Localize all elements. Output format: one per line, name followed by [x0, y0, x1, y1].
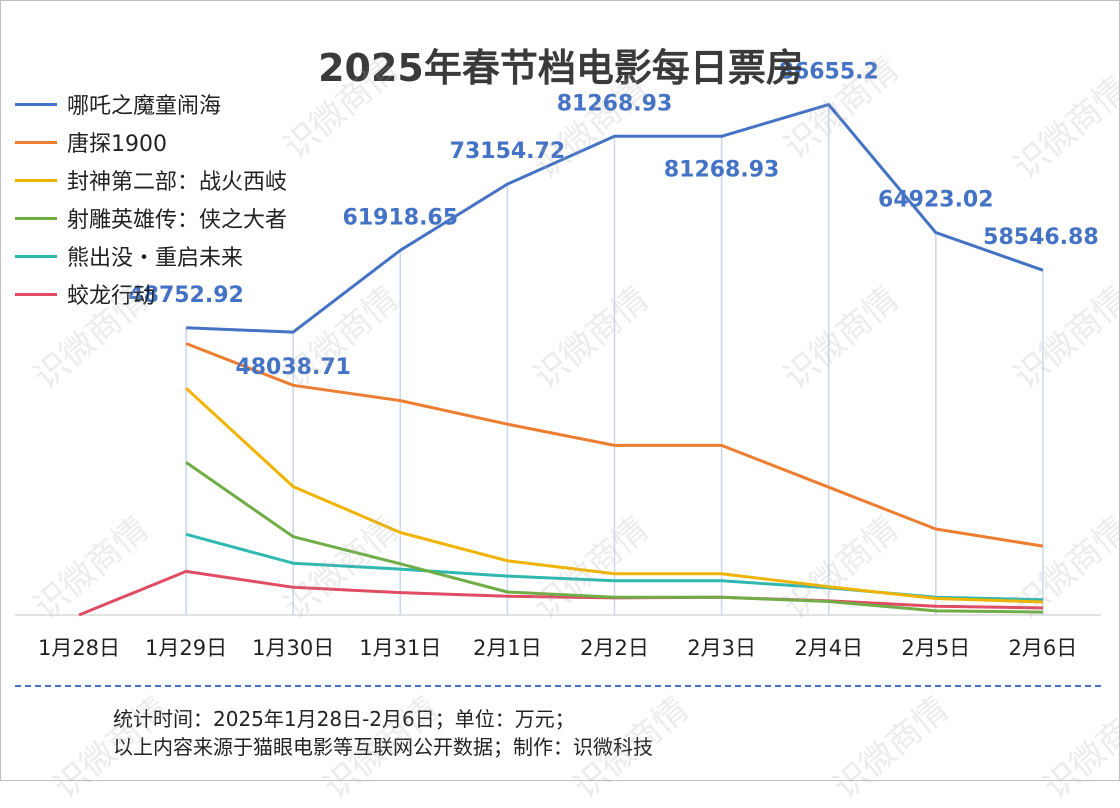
- x-tick-label: 2月1日: [473, 636, 542, 660]
- legend-label: 封神第二部：战火西岐: [67, 170, 288, 195]
- data-label: 58546.88: [983, 225, 1099, 250]
- data-label: 73154.72: [450, 139, 566, 164]
- data-label: 48038.71: [235, 355, 351, 380]
- series-line: [185, 461, 1043, 614]
- legend-label: 蛟龙行动: [67, 284, 156, 309]
- data-label: 81268.93: [664, 157, 780, 182]
- chart-legend: 哪吒之魔童闹海 唐探1900 封神第二部：战火西岐 射雕英雄传：侠之大者 熊出没・重启未…: [15, 85, 287, 313]
- x-tick-label: 1月28日: [38, 636, 120, 660]
- drop-lines: [185, 104, 1044, 615]
- data-label: 86655.2: [779, 60, 879, 85]
- footer-line-1: 统计时间：2025年1月28日-2月6日；单位：万元；: [113, 707, 575, 731]
- series-line: [186, 103, 1044, 334]
- data-label: 64923.02: [878, 188, 994, 213]
- legend-label: 射雕英雄传：侠之大者: [67, 208, 288, 233]
- x-tick-label: 2月5日: [901, 636, 970, 660]
- legend-swatch: [15, 216, 57, 220]
- legend-item: 唐探1900: [15, 123, 287, 161]
- legend-label: 唐探1900: [67, 132, 167, 157]
- footer-line-2: 以上内容来源于猫眼电影等互联网公开数据；制作：识微科技: [113, 735, 653, 759]
- data-label: 61918.65: [343, 205, 459, 230]
- footer-divider: [15, 685, 1101, 687]
- legend-label: 熊出没・重启未来: [67, 246, 244, 271]
- data-labels: 48752.92 48038.71 61918.65 73154.72 81268.93…: [128, 60, 1098, 380]
- legend-swatch: [15, 102, 57, 106]
- x-tick-label: 2月3日: [687, 636, 756, 660]
- x-tick-label: 2月4日: [794, 636, 863, 660]
- x-tick-label: 2月6日: [1009, 636, 1078, 660]
- x-tick-label: 1月30日: [252, 636, 334, 660]
- series-line: [185, 342, 1044, 548]
- data-label: 48752.92: [128, 283, 244, 308]
- series-lines: [78, 103, 1044, 617]
- series-line: [185, 387, 1043, 604]
- legend-item: 蛟龙行动: [15, 275, 287, 313]
- series-line: [78, 569, 1043, 617]
- legend-swatch: [15, 292, 57, 296]
- legend-swatch: [15, 178, 57, 182]
- legend-swatch: [15, 254, 57, 258]
- x-tick-labels: 1月28日 1月29日 1月30日 1月31日 2月1日 2月2日 2月3日 2月4日 2月5日…: [38, 636, 1077, 660]
- legend-item: 封神第二部：战火西岐: [15, 161, 287, 199]
- data-label: 81268.93: [557, 91, 673, 116]
- chart-svg: 48752.92 48038.71 61918.65 73154.72 81268.93…: [15, 60, 1101, 660]
- legend-item: 射雕英雄传：侠之大者: [15, 199, 287, 237]
- legend-label: 哪吒之魔童闹海: [67, 94, 222, 119]
- legend-item: 熊出没・重启未来: [15, 237, 287, 275]
- x-tick-label: 1月31日: [359, 636, 441, 660]
- legend-swatch: [15, 140, 57, 144]
- x-tick-label: 2月2日: [580, 636, 649, 660]
- legend-item: 哪吒之魔童闹海: [15, 85, 287, 123]
- x-tick-label: 1月29日: [145, 636, 227, 660]
- chart-title: 2025年春节档电影每日票房: [318, 46, 804, 90]
